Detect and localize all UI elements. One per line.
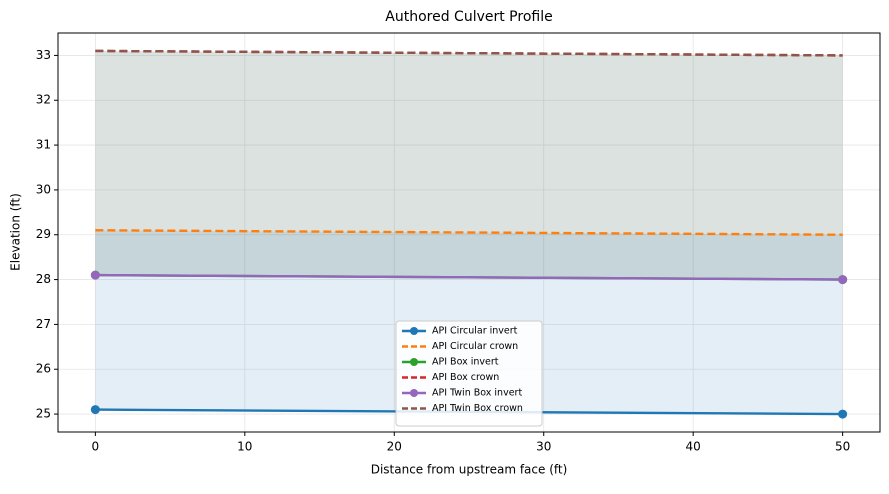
y-tick-label: 28 [36, 272, 51, 286]
point [90, 405, 100, 415]
y-tick-label: 32 [36, 93, 51, 107]
plot-frame [57, 32, 881, 433]
legend-marker [410, 327, 418, 335]
legend-label: API Twin Box crown [432, 403, 523, 414]
x-tick-label: 30 [536, 440, 551, 454]
point [838, 275, 848, 285]
x-axis-label: Distance from upstream face (ft) [371, 463, 568, 477]
legend-label: API Circular crown [432, 341, 518, 352]
y-tick-label: 30 [36, 182, 51, 196]
y-tick-label: 27 [36, 317, 51, 331]
x-tick-label: 0 [92, 440, 100, 454]
y-tick-label: 26 [36, 362, 51, 376]
band-fill [95, 50, 843, 280]
legend-marker [410, 389, 418, 397]
y-tick-label: 31 [36, 138, 51, 152]
legend-marker [410, 358, 418, 366]
x-tick-label: 10 [237, 440, 252, 454]
x-tick-label: 50 [835, 440, 850, 454]
point [838, 409, 848, 419]
legend-label: API Twin Box invert [432, 388, 522, 399]
legend-box [395, 320, 543, 427]
y-axis-label: Elevation (ft) [9, 193, 23, 271]
y-tick-label: 33 [36, 48, 51, 62]
legend-label: API Box invert [432, 357, 499, 368]
point [90, 270, 100, 280]
series-line [95, 49, 843, 57]
legend-label: API Box crown [432, 372, 499, 383]
series-line [95, 229, 843, 236]
y-tick-label: 25 [36, 407, 51, 421]
chart-title: Authored Culvert Profile [385, 9, 552, 25]
legend-label: API Circular invert [432, 326, 518, 337]
band-fill [95, 50, 843, 280]
y-tick-label: 29 [36, 227, 51, 241]
x-tick-label: 40 [686, 440, 701, 454]
series-line [95, 273, 843, 281]
x-tick-label: 20 [387, 440, 402, 454]
